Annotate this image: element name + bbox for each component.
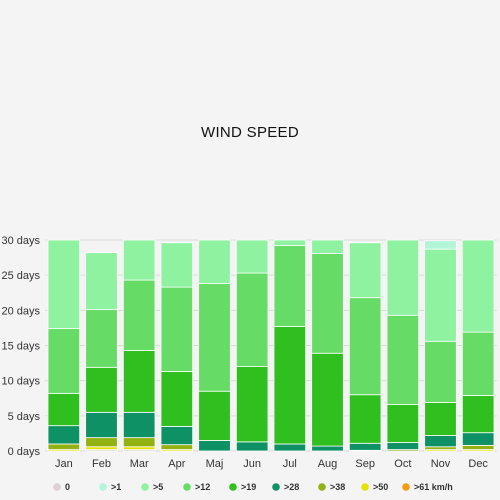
- bar-segment: [122, 437, 156, 448]
- bar-segment: [122, 411, 156, 439]
- bar-segment: [85, 437, 118, 448]
- chart-title: WIND SPEED: [200, 124, 299, 141]
- legend-label: >38: [330, 482, 345, 492]
- legend-swatch: [141, 483, 149, 491]
- bar-segment: [461, 395, 495, 434]
- bar-segment: [348, 442, 382, 451]
- bar-segment: [273, 239, 307, 247]
- bar-segment: [235, 441, 269, 452]
- bar-segment: [424, 402, 457, 436]
- legend-label: >61 km/h: [414, 482, 453, 492]
- x-tick-label: Apr: [168, 458, 185, 470]
- y-tick-label: 25 days: [1, 270, 40, 282]
- legend-label: >5: [153, 482, 163, 492]
- legend-label: >19: [241, 482, 256, 492]
- bar-segment: [235, 239, 269, 274]
- bar-segment: [160, 286, 194, 372]
- bar-segment: [47, 425, 81, 445]
- y-tick-label: 30 days: [1, 235, 40, 247]
- legend-label: 0: [65, 482, 70, 492]
- x-tick-label: Jul: [283, 458, 297, 470]
- bar-segment: [424, 340, 457, 403]
- bar-segment: [311, 252, 344, 354]
- bar-segment: [122, 279, 156, 351]
- bar-segment: [386, 239, 420, 316]
- bar-segment: [160, 425, 194, 446]
- bar-segment: [424, 240, 457, 250]
- bar-segment: [273, 245, 307, 327]
- bar-segment: [85, 446, 118, 450]
- legend-swatch: [272, 483, 280, 491]
- x-tick-label: Oct: [394, 458, 411, 470]
- bar-segment: [160, 242, 194, 288]
- y-tick-label: 0 days: [8, 446, 41, 458]
- x-tick-label: Maj: [206, 458, 224, 470]
- bar-segment: [122, 446, 156, 450]
- x-tick-label: Jan: [55, 458, 73, 470]
- bar-segment: [198, 390, 231, 441]
- bar-segment: [386, 442, 420, 450]
- legend-swatch: [361, 483, 369, 491]
- bar-segment: [386, 404, 420, 443]
- x-tick-label: Mar: [130, 458, 149, 470]
- bar-segment: [85, 366, 118, 413]
- bar-segment: [47, 328, 81, 394]
- bar-segment: [424, 435, 457, 448]
- x-tick-label: Nov: [431, 458, 451, 470]
- legend-swatch: [99, 483, 107, 491]
- bar-segment: [198, 283, 231, 392]
- bar-segment: [311, 445, 344, 452]
- bar-segment: [47, 239, 81, 330]
- bar-segment: [311, 352, 344, 447]
- bar-segment: [235, 366, 269, 443]
- bar-segment: [85, 309, 118, 368]
- bar-segment: [348, 297, 382, 396]
- y-tick-label: 15 days: [1, 341, 40, 353]
- legend-swatch: [229, 483, 237, 491]
- bar-segment: [122, 239, 156, 281]
- bar-segment: [160, 371, 194, 427]
- legend-label: >1: [111, 482, 121, 492]
- bar-segment: [424, 248, 457, 342]
- legend-swatch: [53, 483, 61, 491]
- legend-swatch: [402, 483, 410, 491]
- bar-segment: [461, 331, 495, 396]
- bar-segment: [461, 432, 495, 446]
- bar-segment: [85, 411, 118, 439]
- legend-label: >50: [373, 482, 388, 492]
- bar-segment: [198, 440, 231, 452]
- bar-segment: [461, 239, 495, 333]
- bar-segment: [160, 444, 194, 450]
- x-tick-label: Jun: [243, 458, 261, 470]
- x-tick-label: Aug: [318, 458, 338, 470]
- x-tick-label: Dec: [468, 458, 488, 470]
- bar-segment: [198, 239, 231, 285]
- bar-segment: [47, 392, 81, 427]
- x-tick-label: Sep: [355, 458, 375, 470]
- bar-segment: [122, 350, 156, 413]
- bar-segment: [85, 252, 118, 311]
- y-tick-label: 5 days: [8, 411, 41, 423]
- bar-segment: [273, 443, 307, 452]
- bar-segment: [273, 326, 307, 445]
- bar-segment: [235, 272, 269, 368]
- y-tick-label: 10 days: [1, 376, 40, 388]
- bar-segment: [47, 443, 81, 450]
- legend-swatch: [183, 483, 191, 491]
- legend-label: >28: [284, 482, 299, 492]
- legend-swatch: [318, 483, 326, 491]
- legend-label: >12: [195, 482, 210, 492]
- y-tick-label: 20 days: [1, 305, 40, 317]
- bar-segment: [348, 394, 382, 444]
- bar-segment: [348, 242, 382, 299]
- x-tick-label: Feb: [92, 458, 111, 470]
- bar-segment: [424, 446, 457, 450]
- bar-segment: [311, 239, 344, 254]
- bar-segment: [461, 444, 495, 450]
- bar-segment: [386, 314, 420, 405]
